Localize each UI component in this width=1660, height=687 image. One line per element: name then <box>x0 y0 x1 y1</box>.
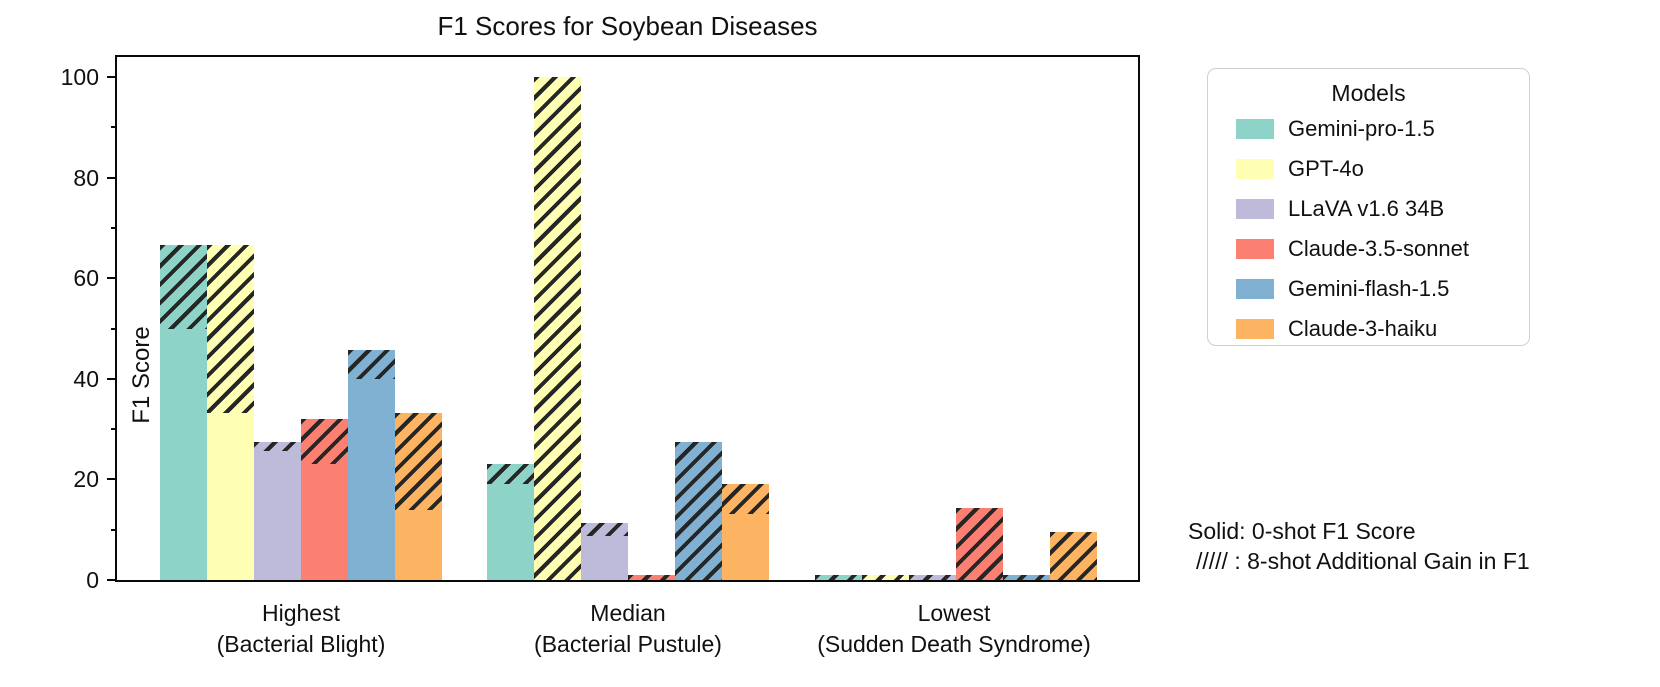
legend-item: Claude-3-haiku <box>1208 309 1529 349</box>
bar-solid-Gemini-pro-1.5-Median <box>487 484 534 580</box>
y-tick-mark <box>107 76 115 78</box>
bar-gain-Claude-3.5-sonnet-Highest <box>301 419 348 465</box>
y-minor-tick-mark <box>111 126 115 129</box>
y-tick-mark <box>107 277 115 280</box>
bar-solid-Claude-3-haiku-Highest <box>395 509 442 580</box>
y-minor-tick-mark <box>111 428 115 431</box>
legend-swatch <box>1236 279 1274 299</box>
bar-gain-Gemini-pro-1.5-Median <box>487 464 534 485</box>
bar-gain-Claude-3-haiku-Median <box>722 484 769 514</box>
legend-items: Gemini-pro-1.5 GPT-4o LLaVA v1.6 34B Claude… <box>1208 109 1529 349</box>
bar-gain-Claude-3.5-sonnet-Lowest <box>956 507 1003 580</box>
annotation-solid-line: Solid: 0-shot F1 Score <box>1188 518 1416 544</box>
bar-gain-GPT-4o-Lowest <box>862 575 909 580</box>
bar-gain-LLaVA v1.6 34B-Highest <box>254 442 301 452</box>
x-tick-label-highest: Highest (Bacterial Blight) <box>111 598 491 660</box>
y-tick-label: 40 <box>73 365 99 392</box>
legend-label: Gemini-flash-1.5 <box>1288 276 1450 301</box>
bar-gain-Gemini-pro-1.5-Highest <box>160 244 207 329</box>
hatch-annotation: Solid: 0-shot F1 Score ///// : 8-shot Ad… <box>1188 516 1648 576</box>
bar-solid-GPT-4o-Highest <box>207 412 254 580</box>
x-tick-label-median: Median (Bacterial Pustule) <box>438 598 818 660</box>
x-label-rank: Highest <box>262 600 340 626</box>
y-tick-mark <box>107 176 115 179</box>
y-minor-tick-mark <box>111 528 115 531</box>
legend-label: GPT-4o <box>1288 156 1364 181</box>
bar-solid-Claude-3-haiku-Median <box>722 513 769 580</box>
legend-swatch <box>1236 159 1274 179</box>
legend-swatch <box>1236 319 1274 339</box>
bar-gain-Gemini-flash-1.5-Highest <box>348 350 395 379</box>
y-tick-mark <box>107 478 115 481</box>
bar-solid-Gemini-pro-1.5-Highest <box>160 328 207 580</box>
bar-gain-Claude-3.5-sonnet-Median <box>628 574 675 580</box>
bar-gain-GPT-4o-Median <box>534 77 581 580</box>
x-tick-label-lowest: Lowest (Sudden Death Syndrome) <box>764 598 1144 660</box>
y-tick-label: 60 <box>73 265 99 292</box>
legend-item: Claude-3.5-sonnet <box>1208 229 1529 269</box>
bar-gain-Gemini-flash-1.5-Median <box>675 442 722 580</box>
legend-swatch <box>1236 239 1274 259</box>
bar-solid-LLaVA v1.6 34B-Highest <box>254 451 301 580</box>
y-tick-label: 80 <box>73 164 99 191</box>
bar-solid-LLaVA v1.6 34B-Median <box>581 536 628 580</box>
plot-area: F1 Score 0 20 40 60 80 100 <box>61 55 1140 593</box>
bar-gain-GPT-4o-Highest <box>207 244 254 413</box>
y-tick-label: 100 <box>60 64 99 90</box>
y-tick-mark <box>107 579 115 581</box>
legend-swatch <box>1236 199 1274 219</box>
chart-title: F1 Scores for Soybean Diseases <box>437 11 818 41</box>
y-axis-label: F1 Score <box>128 326 155 424</box>
legend-label: Gemini-pro-1.5 <box>1288 116 1435 141</box>
y-tick-label: 20 <box>73 466 99 493</box>
bar-gain-LLaVA v1.6 34B-Median <box>581 522 628 537</box>
x-label-rank: Median <box>590 600 666 626</box>
x-label-disease: (Bacterial Blight) <box>216 631 386 657</box>
bar-gain-Claude-3-haiku-Lowest <box>1050 532 1097 580</box>
legend-label: LLaVA v1.6 34B <box>1288 196 1445 221</box>
legend-item: Gemini-pro-1.5 <box>1208 109 1529 149</box>
legend-title: Models <box>1331 80 1406 106</box>
legend: Models Gemini-pro-1.5 GPT-4o LLaVA v1.6 34… <box>1207 68 1530 346</box>
annotation-hatch-line: ///// : 8-shot Additional Gain in F1 <box>1196 548 1530 574</box>
y-minor-tick-mark <box>111 327 115 330</box>
legend-swatch <box>1236 119 1274 139</box>
legend-item: Gemini-flash-1.5 <box>1208 269 1529 309</box>
bar-solid-Gemini-flash-1.5-Highest <box>348 378 395 580</box>
bar-gain-Gemini-pro-1.5-Lowest <box>815 575 862 580</box>
bar-gain-Claude-3-haiku-Highest <box>395 412 442 510</box>
legend-label: Claude-3.5-sonnet <box>1288 236 1470 261</box>
x-label-disease: (Sudden Death Syndrome) <box>817 631 1091 657</box>
x-label-rank: Lowest <box>917 600 991 626</box>
x-label-disease: (Bacterial Pustule) <box>534 631 722 657</box>
y-tick-label: 0 <box>86 567 99 593</box>
legend-item: LLaVA v1.6 34B <box>1208 189 1529 229</box>
bar-gain-LLaVA v1.6 34B-Lowest <box>909 575 956 580</box>
bar-solid-Claude-3.5-sonnet-Highest <box>301 464 348 580</box>
bar-gain-Gemini-flash-1.5-Lowest <box>1003 575 1050 580</box>
legend-label: Claude-3-haiku <box>1288 316 1438 341</box>
y-tick-mark <box>107 377 115 380</box>
legend-item: GPT-4o <box>1208 149 1529 189</box>
y-minor-tick-mark <box>111 226 115 229</box>
